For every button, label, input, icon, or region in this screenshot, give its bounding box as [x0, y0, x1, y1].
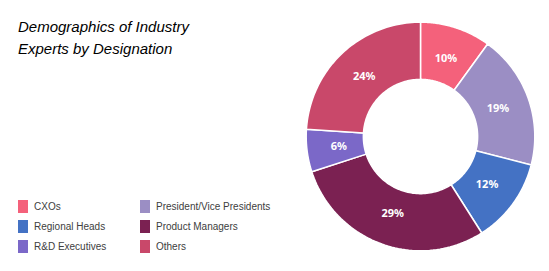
html-text:Regional Heads: Regional Heads	[34, 221, 106, 232]
svg-text:24%: 24%	[352, 68, 375, 83]
svg-text:29%: 29%	[381, 205, 404, 220]
svg-text:12%: 12%	[475, 176, 498, 191]
html-text:R&D Executives: R&D Executives	[34, 241, 107, 252]
svg-text:19%: 19%	[486, 100, 509, 115]
html-text:CXOs: CXOs	[34, 201, 61, 212]
html-text:Others: Others	[156, 241, 186, 252]
html-text:Demographics of Industry Exper: Demographics of Industry Experts by Desi…	[18, 18, 189, 57]
svg-text:10%: 10%	[434, 49, 457, 64]
html-text:President/Vice Presidents: President/Vice Presidents	[156, 201, 271, 212]
svg-text:6%: 6%	[330, 138, 346, 153]
html-text:Product Managers: Product Managers	[156, 221, 238, 232]
